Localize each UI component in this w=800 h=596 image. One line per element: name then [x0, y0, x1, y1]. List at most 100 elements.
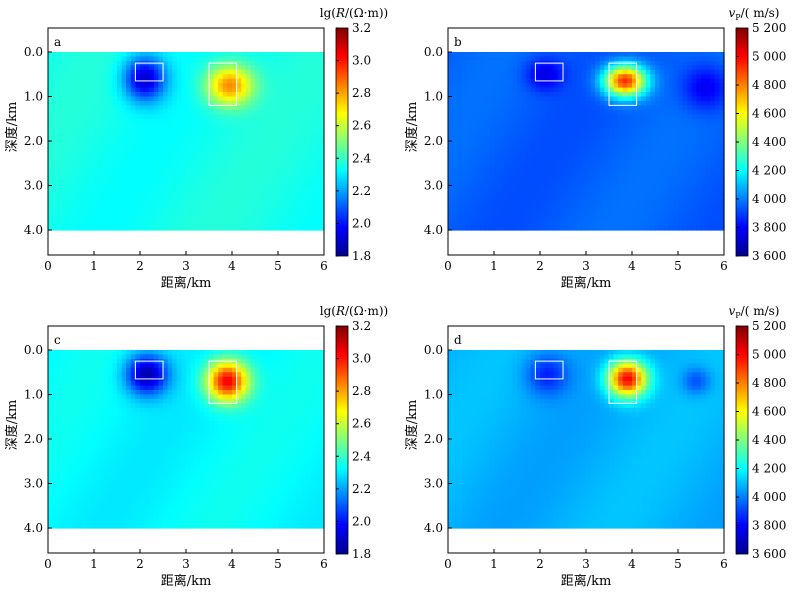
heatmap-field — [48, 52, 325, 231]
y-tick-label: 0.0 — [24, 343, 43, 357]
x-tick-label: 4 — [628, 259, 636, 273]
colorbar-title: lg(R/(Ω·m)) — [320, 304, 388, 318]
colorbar-tick-label: 4 400 — [752, 135, 786, 149]
x-tick-label: 3 — [182, 259, 190, 273]
panel-c: c 0 1 2 3 4 5 6 0.0 1.0 2.0 3.0 4.0 距离/km 深度/km 3.2 3.0 2… — [4, 304, 388, 589]
x-tick-label: 1 — [490, 259, 498, 273]
x-tick-label: 5 — [274, 259, 282, 273]
target-box-1 — [534, 62, 564, 82]
y-tick-label: 3.0 — [424, 179, 443, 193]
x-tick-label: 2 — [136, 259, 144, 273]
panel-b: b 0 1 2 3 4 5 6 0.0 1.0 2.0 3.0 4.0 距离/km 深度/km 5 200 5 … — [404, 6, 786, 291]
x-tick-label: 1 — [490, 557, 498, 571]
y-tick-label: 4.0 — [24, 521, 43, 535]
y-axis-title: 深度/km — [404, 400, 420, 451]
y-tick-label: 3.0 — [24, 179, 43, 193]
target-box-1 — [134, 360, 164, 380]
x-tick-label: 4 — [628, 557, 636, 571]
colorbar-tick-label: 2.2 — [352, 184, 371, 198]
colorbar-title: vP/( m/s) — [729, 6, 780, 22]
x-tick-label: 3 — [182, 557, 190, 571]
colorbar-tick-label: 2.0 — [352, 514, 371, 528]
x-tick-label: 0 — [444, 557, 452, 571]
x-tick-label: 5 — [274, 557, 282, 571]
colorbar-tick-label: 4 000 — [752, 490, 786, 504]
y-tick-label: 2.0 — [24, 134, 43, 148]
x-tick-label: 6 — [320, 557, 328, 571]
colorbar-tick-label: 4 200 — [752, 164, 786, 178]
target-box-1 — [134, 62, 164, 82]
x-tick-label: 6 — [720, 557, 728, 571]
y-tick-label: 4.0 — [424, 521, 443, 535]
colorbar-tick-label: 2.6 — [352, 417, 371, 431]
colorbar-tick-label: 3.2 — [352, 319, 371, 333]
x-tick-label: 1 — [90, 259, 98, 273]
heatmap-field — [448, 350, 725, 529]
colorbar-tick-label: 4 600 — [752, 107, 786, 121]
colorbar-tick-label: 2.2 — [352, 482, 371, 496]
colorbar-tick-label: 3.0 — [352, 54, 371, 68]
y-tick-label: 1.0 — [24, 90, 43, 104]
colorbar-tick-label: 1.8 — [352, 547, 371, 561]
colorbar-tick-label: 5 200 — [752, 319, 786, 333]
colorbar-tick-label: 4 400 — [752, 433, 786, 447]
colorbar-title: vP/( m/s) — [729, 304, 780, 320]
y-tick-label: 0.0 — [424, 45, 443, 59]
heatmap-field — [448, 52, 725, 231]
colorbar-tick-label: 4 800 — [752, 78, 786, 92]
x-axis-title: 距离/km — [161, 573, 212, 589]
panel-label: d — [454, 333, 462, 347]
target-box-2 — [608, 360, 638, 404]
y-tick-label: 1.0 — [424, 90, 443, 104]
y-tick-label: 2.0 — [424, 134, 443, 148]
target-box-2 — [608, 62, 638, 106]
colorbar-tick-label: 2.8 — [352, 86, 371, 100]
colorbar-tick-label: 3 800 — [752, 519, 786, 533]
panel-label: a — [54, 35, 61, 49]
x-tick-label: 2 — [536, 259, 544, 273]
y-tick-label: 3.0 — [424, 477, 443, 491]
heatmap-field — [48, 350, 325, 529]
y-tick-label: 1.0 — [424, 388, 443, 402]
colorbar-tick-label: 3 600 — [752, 249, 786, 263]
x-tick-label: 0 — [444, 259, 452, 273]
x-tick-label: 5 — [674, 557, 682, 571]
x-tick-label: 4 — [228, 259, 236, 273]
colorbar — [335, 325, 349, 555]
target-box-2 — [208, 62, 238, 106]
panel-d: d 0 1 2 3 4 5 6 0.0 1.0 2.0 3.0 4.0 距离/km 深度/km 5 200 5 … — [404, 304, 786, 589]
target-box-1 — [534, 360, 564, 380]
colorbar-tick-label: 3 600 — [752, 547, 786, 561]
x-tick-label: 2 — [536, 557, 544, 571]
y-axis-title: 深度/km — [404, 102, 420, 153]
colorbar-tick-label: 3 800 — [752, 221, 786, 235]
colorbar-tick-label: 4 600 — [752, 405, 786, 419]
x-tick-label: 1 — [90, 557, 98, 571]
colorbar-tick-label: 2.0 — [352, 216, 371, 230]
x-axis-title: 距离/km — [561, 573, 612, 589]
x-tick-label: 3 — [582, 557, 590, 571]
x-tick-label: 5 — [674, 259, 682, 273]
x-tick-label: 3 — [582, 259, 590, 273]
colorbar-tick-label: 2.4 — [352, 151, 371, 165]
y-axis-title: 深度/km — [4, 102, 20, 153]
colorbar-tick-label: 1.8 — [352, 249, 371, 263]
x-tick-label: 4 — [228, 557, 236, 571]
y-axis-title: 深度/km — [4, 400, 20, 451]
y-tick-label: 2.0 — [424, 432, 443, 446]
y-tick-label: 0.0 — [424, 343, 443, 357]
colorbar-tick-label: 4 800 — [752, 376, 786, 390]
colorbar-tick-label: 4 000 — [752, 192, 786, 206]
y-tick-label: 0.0 — [24, 45, 43, 59]
panel-label: b — [454, 35, 462, 49]
x-axis-title: 距离/km — [561, 275, 612, 291]
x-axis-title: 距离/km — [161, 275, 212, 291]
colorbar-tick-label: 2.8 — [352, 384, 371, 398]
colorbar-tick-label: 5 200 — [752, 21, 786, 35]
y-tick-label: 2.0 — [24, 432, 43, 446]
x-tick-label: 0 — [44, 259, 52, 273]
colorbar — [335, 27, 349, 257]
colorbar-tick-label: 2.6 — [352, 119, 371, 133]
target-box-2 — [208, 360, 238, 404]
x-tick-label: 6 — [320, 259, 328, 273]
